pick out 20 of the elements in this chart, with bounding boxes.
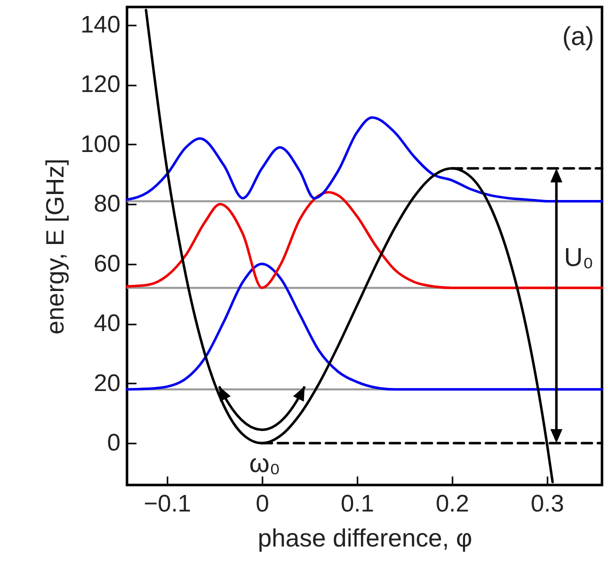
y-tick-label: 40 [94,310,120,338]
x-tick-label: 0.2 [436,490,470,518]
y-tick-label: 120 [80,71,120,98]
annotation: (a) [562,21,594,51]
x-axis-title: phase difference, φ [258,524,472,552]
x-tick-label: 0.1 [340,490,374,518]
y-tick-label: 0 [107,430,120,457]
line-series [126,190,604,290]
y-tick-label: 80 [94,190,120,218]
x-tick-label: −0.1 [144,490,192,518]
annotation: ω₀ [249,448,280,478]
y-tick-label: 20 [94,370,120,397]
y-tick-label: 100 [80,130,120,158]
y-axis-title: energy, E [GHz] [41,158,70,334]
x-tick-label: 0 [256,490,270,518]
y-tick-label: 140 [80,11,120,38]
line-series [126,116,604,202]
x-tick-label: 0.3 [530,490,564,518]
y-tick-label: 60 [94,250,120,278]
annotation: U₀ [564,242,594,272]
